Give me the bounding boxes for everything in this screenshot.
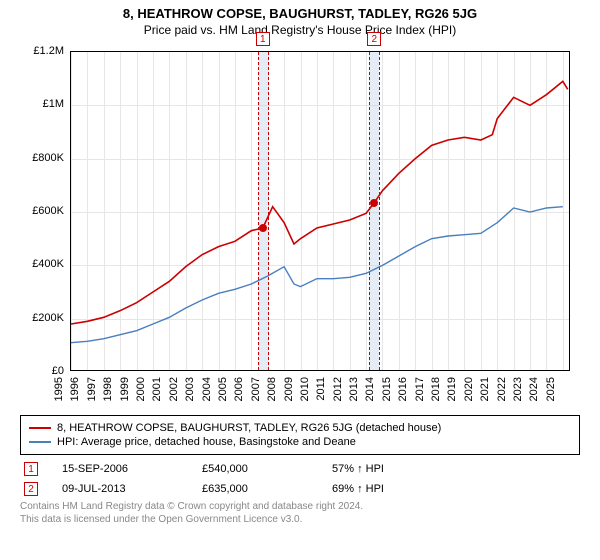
transaction-date: 15-SEP-2006	[62, 463, 202, 475]
transaction-dot	[370, 199, 378, 207]
transaction-price: £635,000	[202, 483, 332, 495]
transaction-hpi: 69% ↑ HPI	[332, 483, 472, 495]
footer-line-1: Contains HM Land Registry data © Crown c…	[20, 501, 580, 514]
transaction-table: 1 15-SEP-2006£540,00057% ↑ HPI 2 09-JUL-201…	[20, 459, 580, 499]
transaction-dot	[259, 224, 267, 232]
y-tick-label: £800K	[20, 152, 64, 164]
y-tick-label: £1.2M	[20, 45, 64, 57]
legend-label: 8, HEATHROW COPSE, BAUGHURST, TADLEY, RG…	[57, 422, 441, 434]
transaction-price: £540,000	[202, 463, 332, 475]
transaction-marker: 1	[24, 462, 38, 476]
transaction-row: 2 09-JUL-2013£635,00069% ↑ HPI	[20, 479, 580, 499]
chart-title: 8, HEATHROW COPSE, BAUGHURST, TADLEY, RG…	[0, 0, 600, 21]
series-hpi	[71, 207, 563, 343]
transaction-hpi: 57% ↑ HPI	[332, 463, 472, 475]
legend-item: HPI: Average price, detached house, Basi…	[29, 436, 571, 448]
footer-line-2: This data is licensed under the Open Gov…	[20, 514, 580, 527]
series-property_price	[71, 81, 568, 324]
footer-attribution: Contains HM Land Registry data © Crown c…	[20, 501, 580, 526]
band-marker: 2	[367, 32, 381, 46]
x-tick-label: 2025	[545, 377, 579, 401]
line-series-svg	[71, 52, 571, 372]
legend-item: 8, HEATHROW COPSE, BAUGHURST, TADLEY, RG…	[29, 422, 571, 434]
legend-label: HPI: Average price, detached house, Basi…	[57, 436, 356, 448]
y-tick-label: £1M	[20, 98, 64, 110]
y-tick-label: £400K	[20, 258, 64, 270]
chart-wrap: £0£200K£400K£600K£800K£1M£1.2M 12 199519…	[20, 41, 580, 411]
legend-box: 8, HEATHROW COPSE, BAUGHURST, TADLEY, RG…	[20, 415, 580, 455]
chart-container: 8, HEATHROW COPSE, BAUGHURST, TADLEY, RG…	[0, 0, 600, 560]
plot-area: 12	[70, 51, 570, 371]
legend-swatch	[29, 441, 51, 443]
transaction-marker: 2	[24, 482, 38, 496]
legend-swatch	[29, 427, 51, 429]
y-tick-label: £0	[20, 365, 64, 377]
transaction-date: 09-JUL-2013	[62, 483, 202, 495]
chart-subtitle: Price paid vs. HM Land Registry's House …	[0, 21, 600, 41]
band-marker: 1	[256, 32, 270, 46]
y-tick-label: £600K	[20, 205, 64, 217]
transaction-row: 1 15-SEP-2006£540,00057% ↑ HPI	[20, 459, 580, 479]
y-tick-label: £200K	[20, 312, 64, 324]
